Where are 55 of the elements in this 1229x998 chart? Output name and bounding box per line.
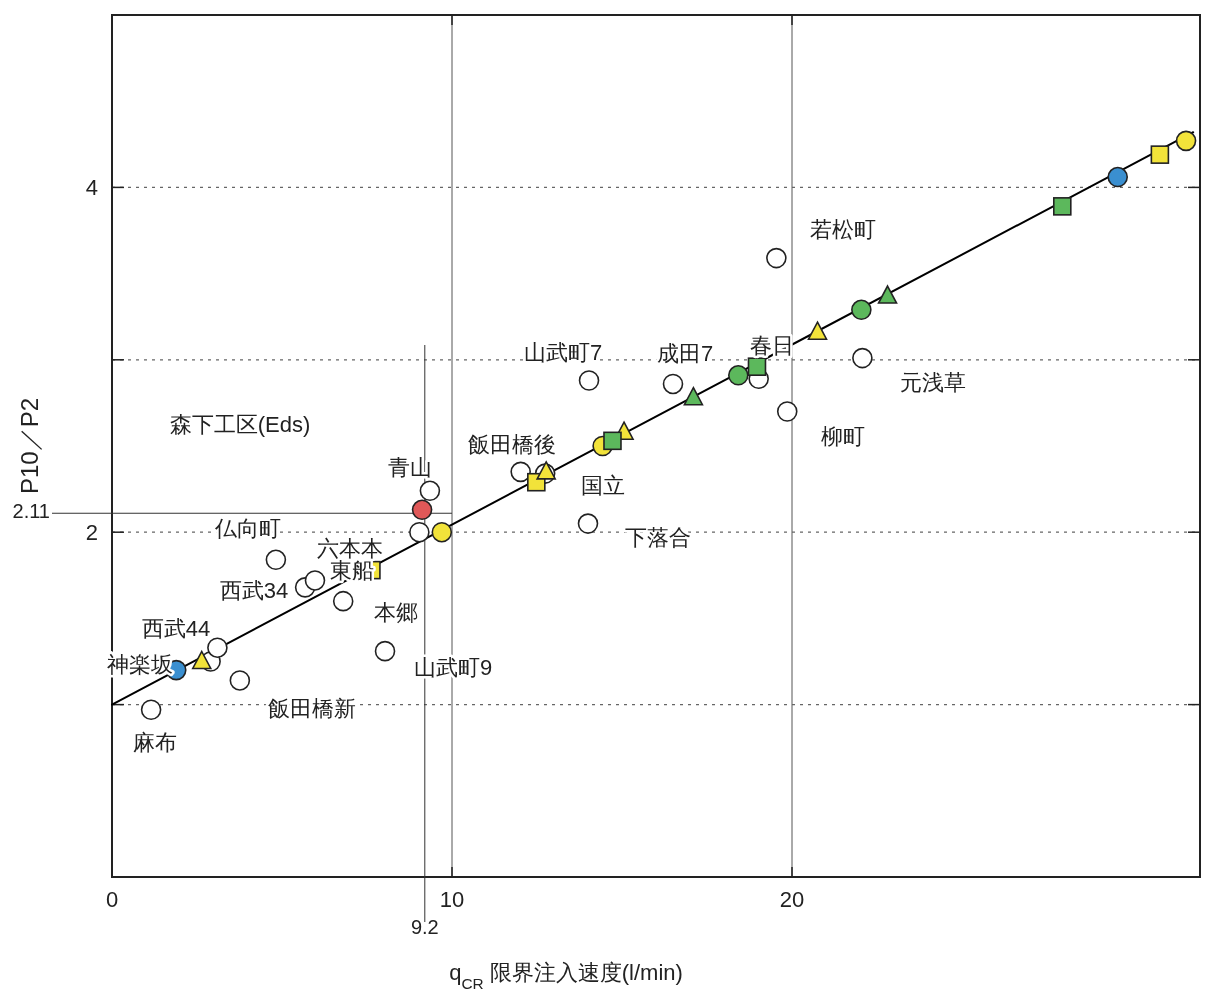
x-tick-label: 10 — [439, 887, 465, 912]
point — [191, 650, 212, 670]
point — [1150, 145, 1170, 164]
point — [1175, 130, 1197, 152]
annotation: 六本本 — [317, 536, 383, 561]
x-tick-label: 0 — [105, 887, 119, 912]
y-tick-label: 2 — [85, 520, 98, 546]
point — [207, 637, 228, 659]
y-axis-title: P10／P2 — [16, 397, 43, 495]
annotation: 本郷 — [374, 600, 418, 625]
annotation: 若松町 — [810, 217, 876, 242]
point — [578, 370, 600, 391]
point — [851, 299, 872, 321]
point — [877, 285, 898, 304]
point — [683, 386, 704, 406]
annotation: 東船 — [330, 558, 374, 583]
annotation: 仏向町 — [214, 516, 281, 541]
point — [265, 549, 287, 571]
annotation: 元浅草 — [900, 370, 966, 395]
point — [852, 347, 873, 369]
annotation: 成田7 — [656, 341, 714, 366]
annotation: 西武34 — [219, 578, 289, 603]
point — [577, 513, 599, 534]
annotation: 国立 — [581, 473, 625, 498]
point — [229, 670, 251, 691]
point — [409, 521, 430, 543]
annotation: 西武44 — [141, 616, 211, 641]
x-tick-label: 20 — [779, 887, 805, 912]
annotation: 森下工区(Eds) — [169, 412, 311, 437]
annotation: 飯田橋後 — [468, 432, 556, 457]
point — [807, 321, 828, 341]
point — [766, 247, 787, 269]
point — [510, 461, 531, 483]
ref-line-label: 2.11 — [12, 500, 50, 523]
point — [747, 357, 767, 376]
y-tick-label: 4 — [85, 175, 98, 201]
point — [1053, 197, 1072, 216]
annotation: 山武町7 — [523, 340, 603, 365]
ref-line-label: 9.2 — [410, 916, 439, 938]
x-axis-title: q$_{CR}$ 限界注入速度(l/min) — [449, 960, 683, 992]
point — [431, 521, 453, 543]
annotation: 下落合 — [625, 525, 691, 550]
point — [332, 590, 354, 612]
point — [603, 431, 622, 451]
point — [776, 401, 798, 422]
point — [140, 699, 162, 721]
point — [304, 570, 326, 591]
annotation: 麻布 — [133, 730, 177, 755]
point — [727, 365, 749, 386]
annotation: 飯田橋新 — [268, 696, 356, 721]
annotation: 柳町 — [821, 424, 865, 449]
point — [1107, 166, 1129, 188]
point — [374, 640, 396, 662]
point — [419, 480, 441, 502]
point — [662, 373, 684, 395]
